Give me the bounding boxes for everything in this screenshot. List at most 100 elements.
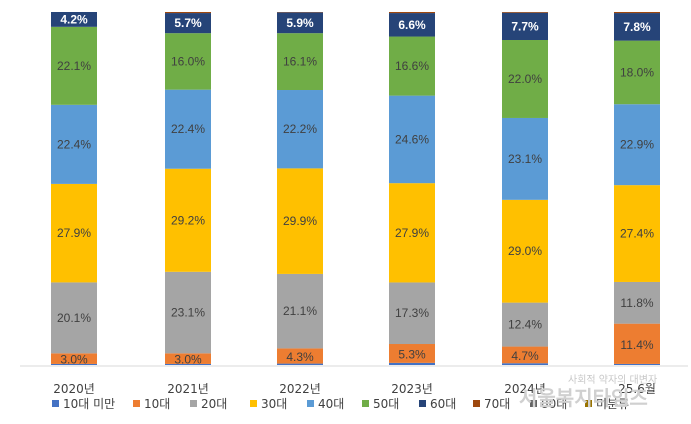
data-label: 29.9% [283, 214, 317, 228]
bar-segment [165, 13, 211, 34]
bar-segment [614, 185, 660, 282]
bar-segment [51, 183, 97, 283]
data-label: 22.4% [171, 122, 205, 136]
legend-swatch [362, 400, 369, 407]
bar-segment [614, 281, 660, 324]
bars-layer: 3.0% 20.1% 27.9% 22.4% 22.1% 4.2% 3.0% 23.1% 29.… [51, 12, 660, 367]
bar-segment [389, 13, 435, 37]
data-label: 16.6% [395, 59, 429, 73]
data-label: 23.1% [508, 152, 542, 166]
legend-label: 80대 [541, 397, 567, 411]
data-label: 22.1% [57, 59, 91, 73]
data-label: 4.2% [60, 12, 88, 26]
data-label: 21.1% [283, 304, 317, 318]
data-label: 3.0% [60, 353, 88, 367]
data-label: 20.1% [57, 311, 91, 325]
bar-segment [51, 282, 97, 354]
x-tick-label: 2022년 [279, 382, 321, 396]
x-tick-label: 2020년 [53, 382, 95, 396]
bar-segment [277, 348, 323, 364]
x-tick-label: 2021년 [167, 382, 209, 396]
data-label: 27.9% [57, 226, 91, 240]
data-label: 27.9% [395, 226, 429, 240]
bar-segment [502, 302, 548, 347]
bar-segment [389, 36, 435, 96]
legend-swatch [473, 400, 480, 407]
watermark-tagline: 사회적 약자의 대변자 [568, 374, 657, 386]
data-label: 16.1% [283, 55, 317, 69]
data-label: 17.3% [395, 306, 429, 320]
bar-segment [389, 95, 435, 184]
bar-segment [165, 168, 211, 272]
category-labels: 2020년 2021년 2022년 2023년 2024년 25.6월 [53, 382, 656, 396]
legend-swatch [250, 400, 257, 407]
data-label: 6.6% [398, 18, 426, 32]
x-tick-label: 25.6월 [618, 382, 656, 396]
bar-segment [51, 353, 97, 364]
legend-swatch [52, 400, 59, 407]
legend-label: 50대 [373, 397, 399, 411]
data-label: 22.0% [508, 72, 542, 86]
bar-segment [614, 104, 660, 186]
bar-segment [165, 33, 211, 90]
bar-segment [165, 271, 211, 354]
data-label: 4.7% [511, 349, 539, 363]
data-label: 29.0% [508, 244, 542, 258]
data-label: 7.8% [623, 20, 651, 34]
bar-segment [51, 363, 97, 365]
legend-label: 10대 미만 [63, 397, 115, 411]
legend-swatch [419, 400, 426, 407]
legend-swatch [530, 400, 537, 407]
bar-segment [502, 117, 548, 200]
bar-segment [389, 362, 435, 365]
legend-label: 20대 [201, 397, 227, 411]
bar-segment [165, 363, 211, 365]
bar-segment [502, 346, 548, 364]
bar-segment [51, 104, 97, 184]
watermark: 사회적 약자의 대변자 서울복지타임즈 [519, 374, 657, 410]
bar-segment [502, 12, 548, 13]
bar-segment [389, 282, 435, 345]
data-label: 16.0% [171, 54, 205, 68]
legend-label: 30대 [261, 397, 287, 411]
legend-swatch [190, 400, 197, 407]
data-label: 11.4% [620, 338, 653, 352]
data-label: 4.3% [286, 350, 314, 364]
legend-swatch [307, 400, 314, 407]
data-label: 18.0% [620, 65, 654, 79]
bar-segment [277, 90, 323, 169]
data-label: 12.4% [508, 318, 542, 332]
legend: 10대 미만 10대 20대 30대 40대 50대 60대 70대 80대 미분류 [52, 397, 629, 411]
legend-label: 10대 [144, 397, 170, 411]
legend-label: 70대 [484, 397, 510, 411]
bar-segment [502, 12, 548, 40]
bar-segment [277, 273, 323, 349]
legend-label: 60대 [430, 397, 456, 411]
legend-label: 40대 [318, 397, 344, 411]
bar-segment [51, 26, 97, 105]
bar-segment [165, 12, 211, 14]
data-label: 3.0% [174, 353, 202, 367]
data-label: 5.3% [398, 347, 426, 361]
data-label: 24.6% [395, 132, 429, 146]
bar-segment [502, 363, 548, 365]
bar-segment [614, 12, 660, 14]
legend-swatch [133, 400, 140, 407]
bar-segment [389, 344, 435, 363]
legend-label: 미분류 [596, 397, 629, 411]
data-label: 22.4% [57, 137, 91, 151]
legend-swatch [585, 400, 592, 407]
bar-segment [614, 363, 660, 365]
data-label: 11.8% [620, 296, 653, 310]
bar-segment [277, 363, 323, 365]
bar-segment [165, 89, 211, 169]
bar-segment [502, 39, 548, 118]
data-label: 27.4% [620, 227, 654, 241]
x-tick-label: 2024년 [504, 382, 546, 396]
data-label: 7.7% [511, 19, 539, 33]
bar-segment [277, 12, 323, 34]
watermark-logo-text: 서울복지타임즈 [519, 386, 648, 410]
data-label: 22.9% [620, 138, 654, 152]
